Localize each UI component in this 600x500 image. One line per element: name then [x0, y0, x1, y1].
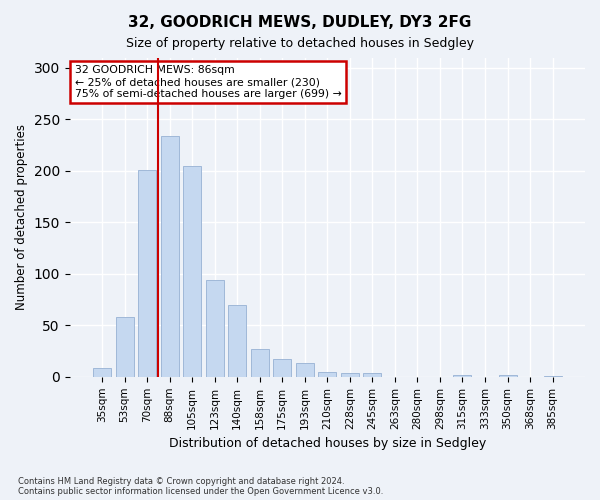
Bar — [319, 372, 337, 377]
Text: 32, GOODRICH MEWS, DUDLEY, DY3 2FG: 32, GOODRICH MEWS, DUDLEY, DY3 2FG — [128, 15, 472, 30]
Bar — [228, 304, 246, 377]
Bar — [454, 375, 472, 377]
Bar — [251, 349, 269, 377]
Bar — [273, 360, 291, 377]
Bar — [183, 166, 201, 377]
Text: Contains HM Land Registry data © Crown copyright and database right 2024.: Contains HM Land Registry data © Crown c… — [18, 477, 344, 486]
X-axis label: Distribution of detached houses by size in Sedgley: Distribution of detached houses by size … — [169, 437, 486, 450]
Bar — [364, 372, 382, 377]
Bar — [138, 170, 156, 377]
Bar — [206, 280, 224, 377]
Bar — [341, 372, 359, 377]
Bar — [161, 136, 179, 377]
Text: Size of property relative to detached houses in Sedgley: Size of property relative to detached ho… — [126, 38, 474, 51]
Bar — [499, 375, 517, 377]
Text: Contains public sector information licensed under the Open Government Licence v3: Contains public sector information licen… — [18, 487, 383, 496]
Y-axis label: Number of detached properties: Number of detached properties — [15, 124, 28, 310]
Bar — [116, 317, 134, 377]
Text: 32 GOODRICH MEWS: 86sqm
← 25% of detached houses are smaller (230)
75% of semi-d: 32 GOODRICH MEWS: 86sqm ← 25% of detache… — [75, 66, 341, 98]
Bar — [544, 376, 562, 377]
Bar — [296, 364, 314, 377]
Bar — [93, 368, 111, 377]
